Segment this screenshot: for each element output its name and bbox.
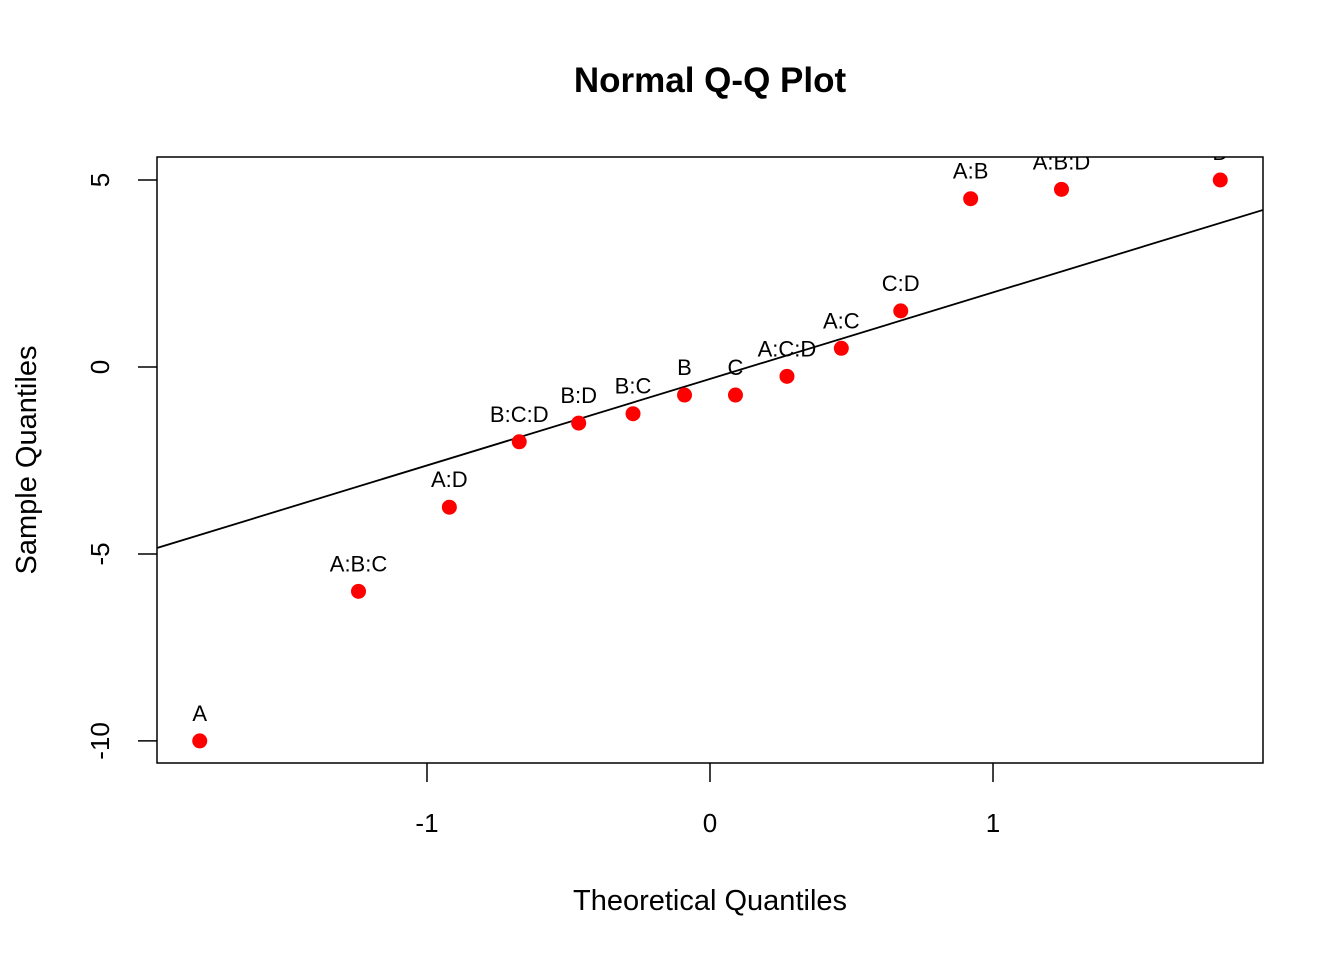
- data-point: [511, 434, 527, 450]
- data-point: [833, 340, 849, 356]
- data-point: [779, 368, 795, 384]
- data-point: [351, 583, 367, 599]
- x-axis: -1 0 1: [415, 763, 1000, 838]
- data-point: [677, 387, 693, 403]
- point-label: B:D: [560, 383, 597, 408]
- x-tick-label: 1: [986, 808, 1000, 838]
- data-point: [727, 387, 743, 403]
- qq-reference-line: [157, 209, 1263, 549]
- data-point: [963, 191, 979, 207]
- data-point: [571, 415, 587, 431]
- y-tick-label: -10: [85, 722, 115, 760]
- point-label: A:B: [953, 159, 988, 184]
- x-tick-label: 0: [703, 808, 717, 838]
- point-label: C:D: [882, 271, 920, 296]
- data-point: [192, 733, 208, 749]
- point-label: A: [192, 701, 207, 726]
- data-point: [441, 499, 457, 515]
- y-tick-label: -5: [85, 542, 115, 565]
- plot-area: A A:B:C A:D B:C:D B:D B:C B C A:C:DA:C C:D A:B A:B:…: [157, 140, 1263, 749]
- point-label: C: [728, 355, 744, 380]
- chart-title: Normal Q-Q Plot: [574, 61, 847, 100]
- data-point: [625, 406, 641, 422]
- point-label: A:D: [431, 467, 468, 492]
- point-label: D: [1212, 140, 1228, 165]
- x-tick-label: -1: [415, 808, 438, 838]
- plot-frame: [156, 156, 1264, 764]
- data-point: [1053, 181, 1069, 197]
- point-label: A:B:D: [1033, 149, 1090, 174]
- point-label: B:C:D: [490, 402, 549, 427]
- data-point: [893, 303, 909, 319]
- point-label: A:C: [823, 308, 860, 333]
- y-tick-label: 0: [85, 360, 115, 374]
- data-point: [1212, 172, 1228, 188]
- y-axis: -10 -5 0 5: [85, 173, 157, 760]
- point-label: B:C: [615, 374, 652, 399]
- point-label: A:C:D: [758, 336, 817, 361]
- y-axis-label: Sample Quantiles: [11, 346, 43, 575]
- y-tick-label: 5: [85, 173, 115, 187]
- point-label: A:B:C: [330, 551, 388, 576]
- point-label: B: [677, 355, 692, 380]
- x-axis-label: Theoretical Quantiles: [573, 885, 847, 917]
